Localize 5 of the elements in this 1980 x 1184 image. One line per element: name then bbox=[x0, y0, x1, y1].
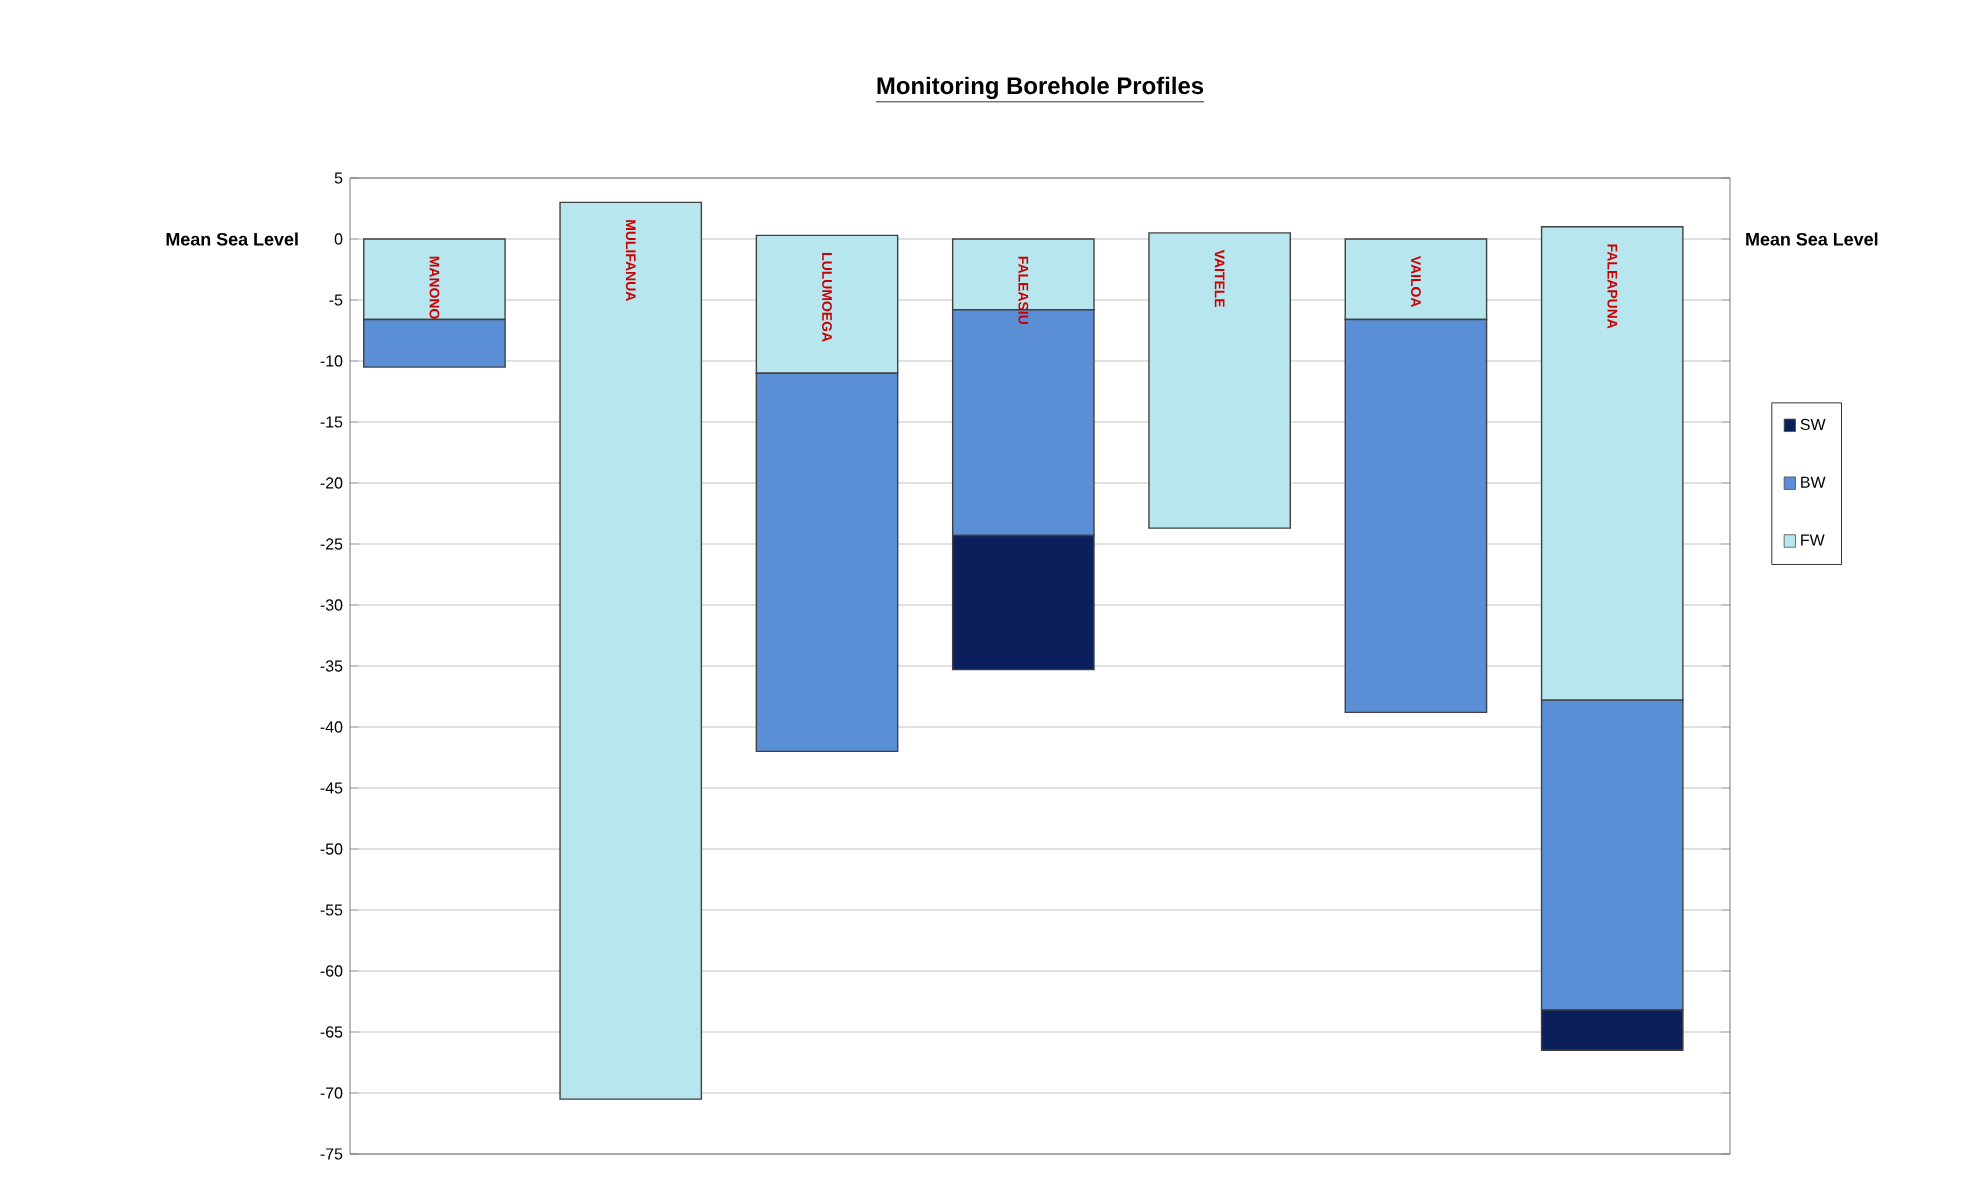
text: Mean Sea Level bbox=[166, 232, 298, 246]
bar bbox=[559, 201, 703, 1100]
text: Mean Sea Level bbox=[1746, 232, 1878, 246]
chart-title: Monitoring Borehole Profiles bbox=[877, 76, 1204, 100]
bar bbox=[1148, 232, 1291, 529]
